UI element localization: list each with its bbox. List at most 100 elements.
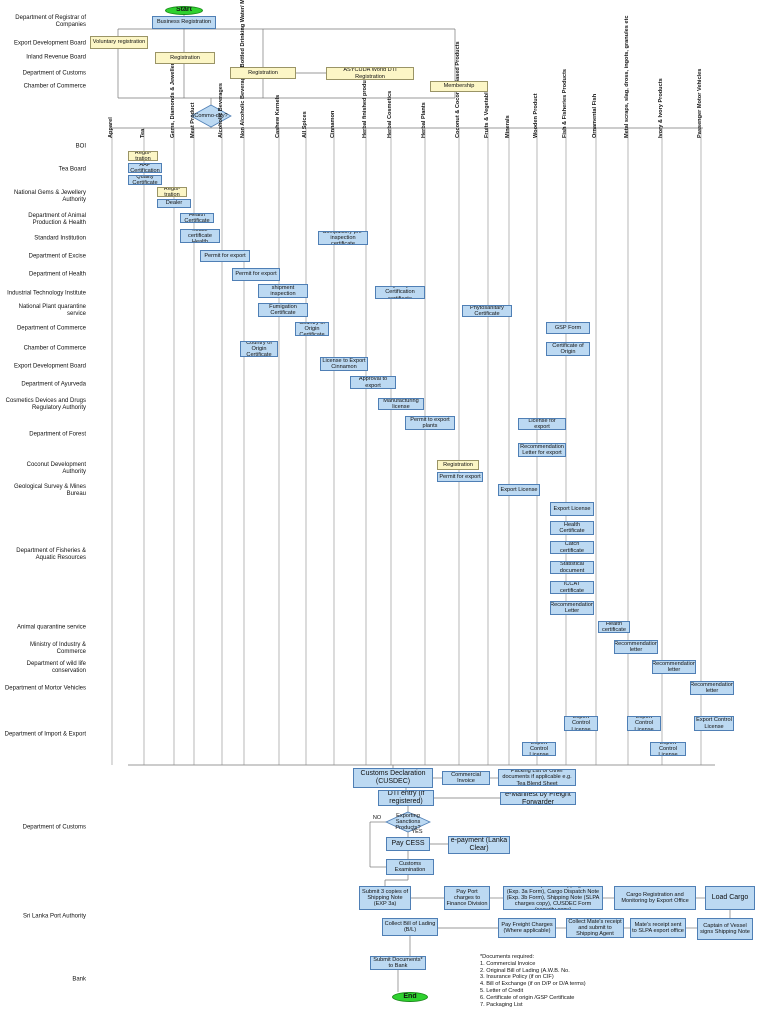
process-box: Country of Origin Certificate — [295, 322, 329, 336]
process-box: Permit for export — [232, 268, 280, 281]
process-box: Registration — [230, 67, 296, 79]
process-box: Collect Mate's receipt and submit to Shi… — [566, 918, 624, 938]
process-box: Commercial Invoice — [442, 771, 490, 785]
note-item: 1. Commercial Invoice — [480, 960, 536, 967]
process-box: Export Control License — [522, 742, 556, 756]
commodity-label: All Spices — [302, 111, 308, 138]
process-box: NO — [372, 814, 382, 821]
process-box: e-payment (Lanka Clear) — [448, 836, 510, 854]
notes-list: 1. Commercial Invoice 2. Original Bill of… — [480, 961, 586, 1009]
process-box: Recommendation letter — [652, 660, 696, 674]
commodity-label: Fruits & Vegetables — [484, 86, 490, 138]
process-box: Registration — [155, 52, 215, 64]
agency-label: Department of Commerce — [16, 325, 86, 332]
terminal: Start — [165, 6, 203, 15]
process-box: Customs Examination — [386, 859, 434, 875]
process-box: Export License — [498, 484, 540, 496]
process-box: Voluntary registration — [90, 36, 148, 49]
process-box: Health Certificate — [550, 521, 594, 535]
agency-label: Department of Mortor Vehicles — [4, 685, 86, 692]
process-box: AAP Certification — [128, 163, 162, 173]
commodity-label: Ornamental Fish — [592, 93, 598, 138]
process-box: Regis-tration — [128, 151, 158, 161]
process-box: Health certificate — [598, 621, 630, 633]
process-box: Captain of Vessel signs Shipping Note — [697, 918, 753, 940]
notes: *Documents required: 1. Commercial Invoi… — [480, 954, 586, 1008]
process-box: Health Certificate — [180, 213, 214, 223]
process-box: Permit for export — [200, 250, 250, 262]
note-item: 2. Original Bill of Lading (A.W.B. No. — [480, 967, 570, 974]
commodity-label: Herbal Cosmetics — [387, 90, 393, 138]
decision-label: Exporting Sanctions Products? — [395, 812, 421, 832]
agency-label: Department of Ayurveda — [21, 381, 86, 388]
process-box: Manufacturing license — [378, 398, 424, 410]
process-box: Business Registration — [152, 16, 216, 29]
decision-diamond — [385, 811, 431, 833]
agency-label: Department of wild life conservation — [26, 661, 86, 674]
note-item: 3. Insurance Policy (if on CIF) — [480, 974, 554, 981]
process-box: Processing house certificate Health cert… — [180, 229, 220, 243]
process-box: YES — [411, 828, 423, 835]
process-box: Permit for export — [437, 472, 483, 482]
process-box: Gem Dealer License — [157, 199, 191, 208]
agency-label: Department of Forest — [29, 431, 86, 438]
agency-label: Chamber of Commerce — [23, 345, 86, 352]
agency-label: Department of Health — [28, 271, 86, 278]
agency-label: National Gems & Jewellery Authority — [13, 190, 86, 203]
process-box: GSP Form — [546, 322, 590, 334]
process-box: Packing List or Other documents if appli… — [498, 769, 576, 786]
commodity-label: Ivory & Ivory Products — [658, 78, 664, 138]
commodity-label: Herbal finished products — [362, 72, 368, 138]
agency-label: Department of Customs — [22, 70, 86, 77]
process-box: Recommendation letter — [614, 640, 658, 654]
process-box: Submit 6 copies of Shipping Note (Exp. 3… — [503, 886, 603, 910]
process-box: License to Export Cinnamon — [320, 357, 368, 371]
process-box: Country of Origin Certificate — [240, 341, 278, 357]
process-box: Quality Certificate — [128, 175, 162, 185]
terminal: End — [392, 992, 428, 1002]
agency-label: Department of Customs — [22, 824, 86, 831]
process-box: Export License — [550, 502, 594, 516]
commodity-label: Metal scraps, slag, dross, ingots, granu… — [624, 15, 630, 138]
note-item: 6. Certificate of origin /GSP Certificat… — [480, 994, 575, 1001]
process-box: Export Control License — [627, 716, 661, 731]
agency-label: Animal quarantine service — [16, 624, 86, 631]
agency-label: National Plant quarantine service — [18, 304, 86, 317]
notes-title: *Documents required: — [480, 954, 535, 960]
commodity-lines — [111, 128, 702, 765]
commodity-label: Fish & Fisheries Products — [562, 68, 568, 138]
process-box: Statistical document — [550, 561, 594, 574]
commodity-label: Tea — [140, 128, 146, 138]
agency-label: Ministry of Industry & Commerce — [29, 642, 86, 655]
process-box: Submit 3 copies of Shipping Note (EXP 3a… — [359, 886, 411, 910]
commodity-label: Passenger Motor Vehicles — [697, 68, 703, 138]
process-box: Regis-tration — [157, 187, 187, 197]
agency-label: Geological Survey & Mines Bureau — [13, 484, 86, 497]
commodity-label: Gems, Diamonds & Jewellery — [170, 59, 176, 138]
agency-label: Department of Fisheries & Aquatic Resour… — [16, 548, 86, 561]
process-box: Mate's receipt sent to SLPA export offic… — [630, 918, 686, 938]
process-box: ASYCUDA World DTI Registration — [326, 67, 414, 80]
agency-label: Standard Institution — [34, 235, 86, 242]
agency-label: Department of Excise — [28, 253, 86, 260]
process-box: Recommendation Letter for export — [518, 443, 566, 457]
agency-label: Department of Registrar of Companies — [15, 15, 86, 28]
agency-label: Industrial Technology Institute — [7, 290, 86, 297]
agency-label: Department of Animal Production & Health — [28, 213, 86, 226]
commodity-label: Minerals — [505, 115, 511, 138]
process-box: Export Control License — [564, 716, 598, 731]
process-box: Compulsory pre-shipment inspection certi… — [258, 284, 308, 298]
decision-diamond — [190, 104, 232, 128]
process-box: Approval to export — [350, 376, 396, 389]
agency-label: BOI — [75, 143, 86, 150]
commodity-label: Cinnamon — [330, 110, 336, 138]
process-box: Fumigation Certificate — [258, 303, 308, 317]
agency-label: Coconut Development Authority — [26, 462, 86, 475]
process-box: Cargo Registration and Monitoring by Exp… — [614, 886, 696, 910]
process-box: License for export — [518, 418, 566, 430]
decision-shapes — [190, 104, 431, 833]
agency-label: Export Development Board — [13, 40, 86, 47]
agency-label: Department of Import & Export — [4, 731, 86, 738]
